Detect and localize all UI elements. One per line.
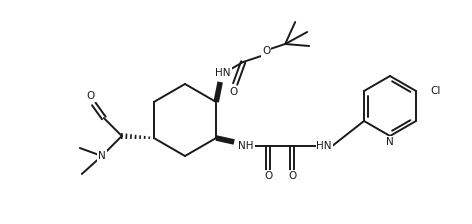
Text: O: O [262,46,270,56]
Text: N: N [98,151,106,161]
Text: NH: NH [238,141,254,151]
Text: O: O [229,87,237,97]
Text: O: O [288,171,296,181]
Text: HN: HN [316,141,332,151]
Text: HN: HN [215,68,231,78]
Text: N: N [386,137,394,147]
Text: O: O [87,91,95,101]
Text: O: O [264,171,272,181]
Text: Cl: Cl [430,86,440,96]
